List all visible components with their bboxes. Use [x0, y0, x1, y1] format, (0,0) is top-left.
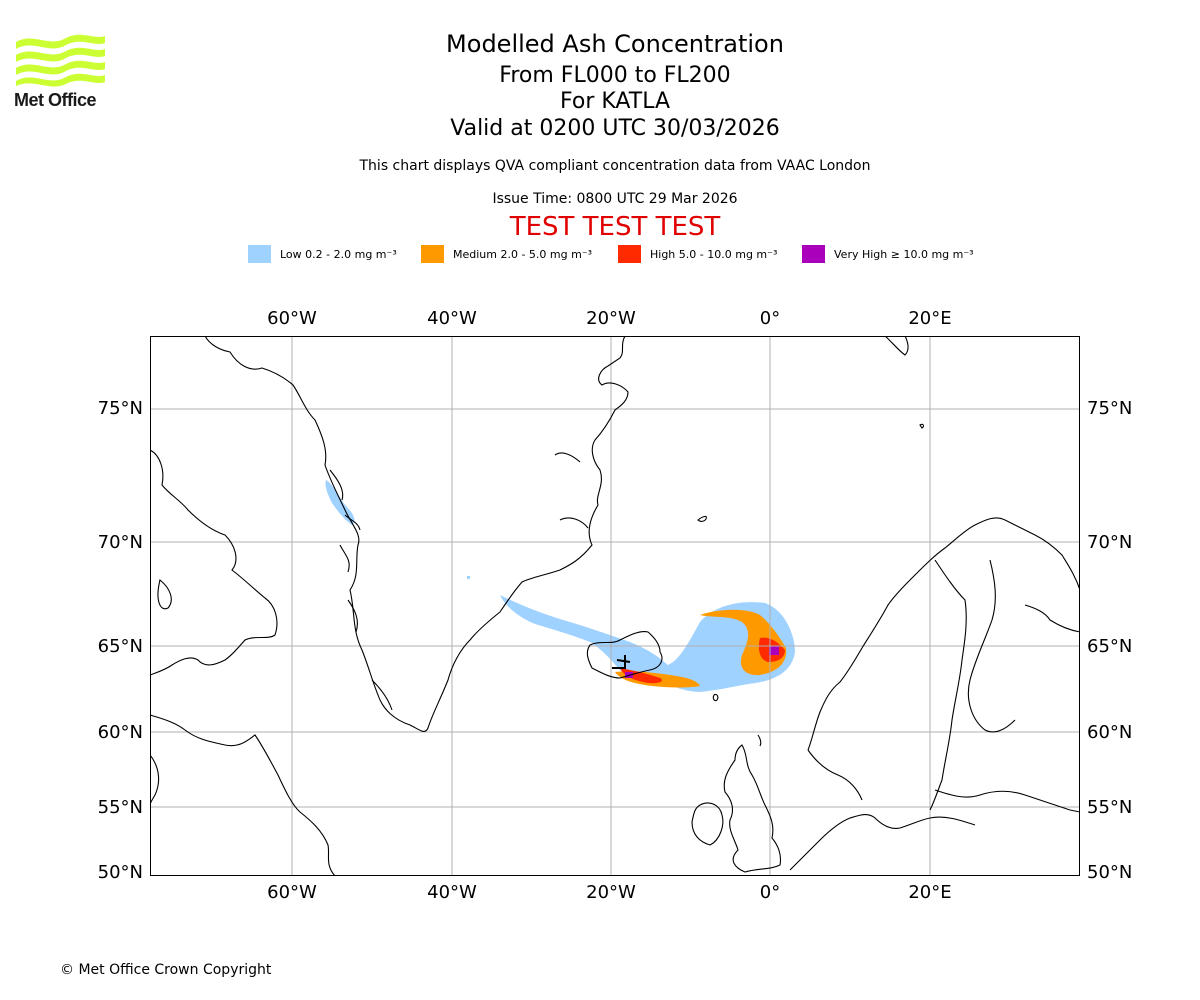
jan-mayen	[697, 515, 707, 522]
sweden-finland	[929, 559, 1016, 811]
flight-level-range: From FL000 to FL200	[499, 63, 731, 88]
lat-tick-55n: 55°N	[98, 797, 143, 818]
lat-tick-labels-right: 75°N 70°N 65°N 60°N 55°N 50°N	[1087, 398, 1132, 883]
scandinavia-coast	[807, 517, 1080, 751]
lat-tick-65n: 65°N	[98, 636, 143, 657]
logo-text: Met Office	[14, 90, 97, 110]
lon-tick-60w-bottom: 60°W	[267, 882, 317, 903]
iceland-volcano-marker	[612, 655, 631, 669]
ash-low-region	[325, 480, 795, 692]
legend-item-low: Low 0.2 - 2.0 mg m⁻³	[248, 244, 397, 264]
lon-tick-20w-bottom: 20°W	[586, 882, 636, 903]
baltic-coast	[934, 789, 1080, 813]
legend-swatch-very-high	[802, 245, 825, 263]
labrador-coast	[150, 714, 336, 876]
lon-tick-labels-top: 60°W 40°W 20°W 0° 20°E	[267, 308, 951, 329]
lat-tick-55n-right: 55°N	[1087, 797, 1132, 818]
bear-island	[919, 423, 925, 429]
lon-tick-0: 0°	[760, 308, 780, 329]
lat-tick-50n: 50°N	[98, 862, 143, 883]
legend-swatch-high	[618, 245, 641, 263]
svalbard	[884, 336, 909, 356]
volcano-name: For KATLA	[560, 89, 670, 114]
coastlines	[150, 336, 1080, 876]
lon-tick-60w: 60°W	[267, 308, 317, 329]
lat-tick-70n: 70°N	[98, 532, 143, 553]
lon-tick-20e-bottom: 20°E	[908, 882, 951, 903]
lat-tick-75n: 75°N	[98, 398, 143, 419]
continent-coast	[789, 814, 976, 871]
lat-tick-labels-left: 75°N 70°N 65°N 60°N 55°N 50°N	[98, 398, 143, 883]
valid-time: Valid at 0200 UTC 30/03/2026	[450, 116, 780, 141]
test-banner: TEST TEST TEST	[509, 212, 721, 242]
iceland-coast	[586, 631, 663, 679]
legend-label-low: Low 0.2 - 2.0 mg m⁻³	[280, 247, 397, 261]
map-frame	[150, 336, 1080, 876]
shetland	[757, 734, 762, 747]
great-britain	[723, 744, 782, 873]
lon-tick-20e: 20°E	[908, 308, 951, 329]
kola-coast	[1024, 604, 1080, 633]
legend-item-medium: Medium 2.0 - 5.0 mg m⁻³	[421, 244, 592, 264]
lon-tick-labels-bottom: 60°W 40°W 20°W 0° 20°E	[267, 882, 951, 903]
legend-item-very-high: Very High ≥ 10.0 mg m⁻³	[802, 244, 974, 264]
issue-time: Issue Time: 0800 UTC 29 Mar 2026	[492, 191, 738, 207]
lat-tick-60n-right: 60°N	[1087, 722, 1132, 743]
baffin-coast	[150, 449, 278, 676]
lat-tick-75n-right: 75°N	[1087, 398, 1132, 419]
legend-swatch-medium	[421, 245, 444, 263]
legend-label-very-high: Very High ≥ 10.0 mg m⁻³	[834, 247, 974, 261]
baffin-island	[157, 579, 172, 610]
chart-title: Modelled Ash Concentration	[446, 30, 784, 58]
hudson-coast	[150, 754, 160, 806]
ireland	[691, 802, 724, 846]
greenland-fjords	[329, 452, 589, 711]
copyright: © Met Office Crown Copyright	[60, 962, 272, 978]
met-office-logo	[16, 34, 105, 87]
lon-tick-0-bottom: 0°	[760, 882, 780, 903]
lat-tick-65n-right: 65°N	[1087, 636, 1132, 657]
legend-label-high: High 5.0 - 10.0 mg m⁻³	[650, 247, 778, 261]
norway-south	[807, 749, 863, 801]
legend-swatch-low	[248, 245, 271, 263]
lon-tick-40w-bottom: 40°W	[427, 882, 477, 903]
data-source-note: This chart displays QVA compliant concen…	[359, 158, 871, 174]
lon-tick-40w: 40°W	[427, 308, 477, 329]
legend-label-medium: Medium 2.0 - 5.0 mg m⁻³	[453, 247, 593, 261]
graticule	[150, 336, 1080, 876]
faroe-islands	[712, 693, 719, 702]
lon-tick-20w: 20°W	[586, 308, 636, 329]
lat-tick-50n-right: 50°N	[1087, 862, 1132, 883]
legend-item-high: High 5.0 - 10.0 mg m⁻³	[618, 244, 777, 264]
lat-tick-70n-right: 70°N	[1087, 532, 1132, 553]
greenland-coast	[204, 336, 629, 732]
lat-tick-60n: 60°N	[98, 722, 143, 743]
